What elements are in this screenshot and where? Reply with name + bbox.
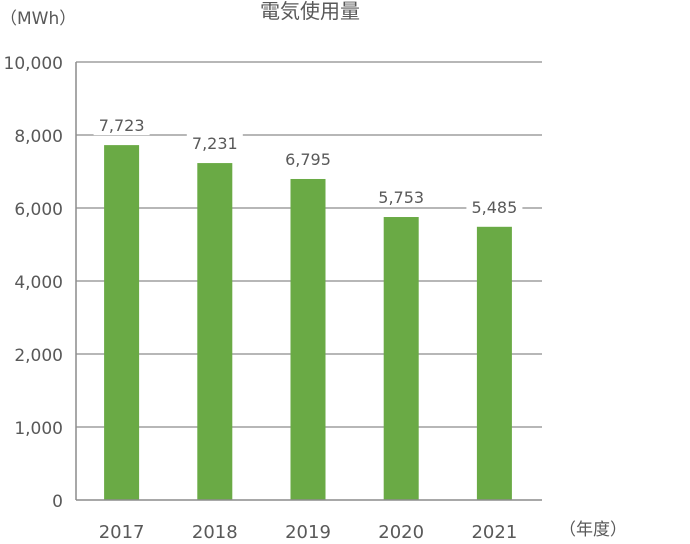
value-label-background — [280, 146, 336, 169]
bar — [290, 178, 326, 501]
value-labels: 7,723 7,231 6,795 5,753 5,485 — [93, 113, 523, 217]
y-tick-label: 10,000 — [4, 54, 63, 74]
axes: 0 1,000 2,000 4,000 6,000 8,000 10,000 2017 2018… — [4, 54, 542, 543]
bar — [104, 145, 140, 500]
bar — [476, 226, 512, 501]
value-label-background — [466, 194, 523, 217]
value-label: 5,753 — [378, 188, 424, 207]
y-tick-label: 6,000 — [14, 200, 63, 220]
y-axis-unit-label: （MWh） — [0, 9, 76, 29]
x-axis-unit-label: （年度） — [559, 520, 627, 540]
x-tick-label: 2019 — [285, 522, 331, 540]
value-label-background — [186, 131, 243, 154]
value-label: 6,795 — [285, 150, 331, 169]
value-label: 5,485 — [471, 198, 517, 217]
chart-title: 電気使用量 — [260, 0, 360, 23]
value-label: 7,723 — [99, 116, 145, 135]
x-tick-label: 2020 — [378, 522, 424, 540]
bars — [104, 145, 512, 501]
value-label-background — [373, 185, 430, 208]
y-tick-label: 1,000 — [14, 419, 63, 439]
x-tick-label: 2018 — [192, 522, 238, 540]
y-tick-label: 4,000 — [14, 273, 63, 293]
y-tick-label: 8,000 — [14, 127, 63, 147]
x-tick-label: 2021 — [471, 522, 517, 540]
y-tick-label: 0 — [52, 492, 63, 512]
y-tick-label: 2,000 — [14, 346, 63, 366]
value-label: 7,231 — [192, 134, 238, 153]
bar — [197, 163, 233, 501]
x-tick-label: 2017 — [99, 522, 145, 540]
bar — [383, 217, 419, 500]
value-label-background — [93, 113, 150, 136]
